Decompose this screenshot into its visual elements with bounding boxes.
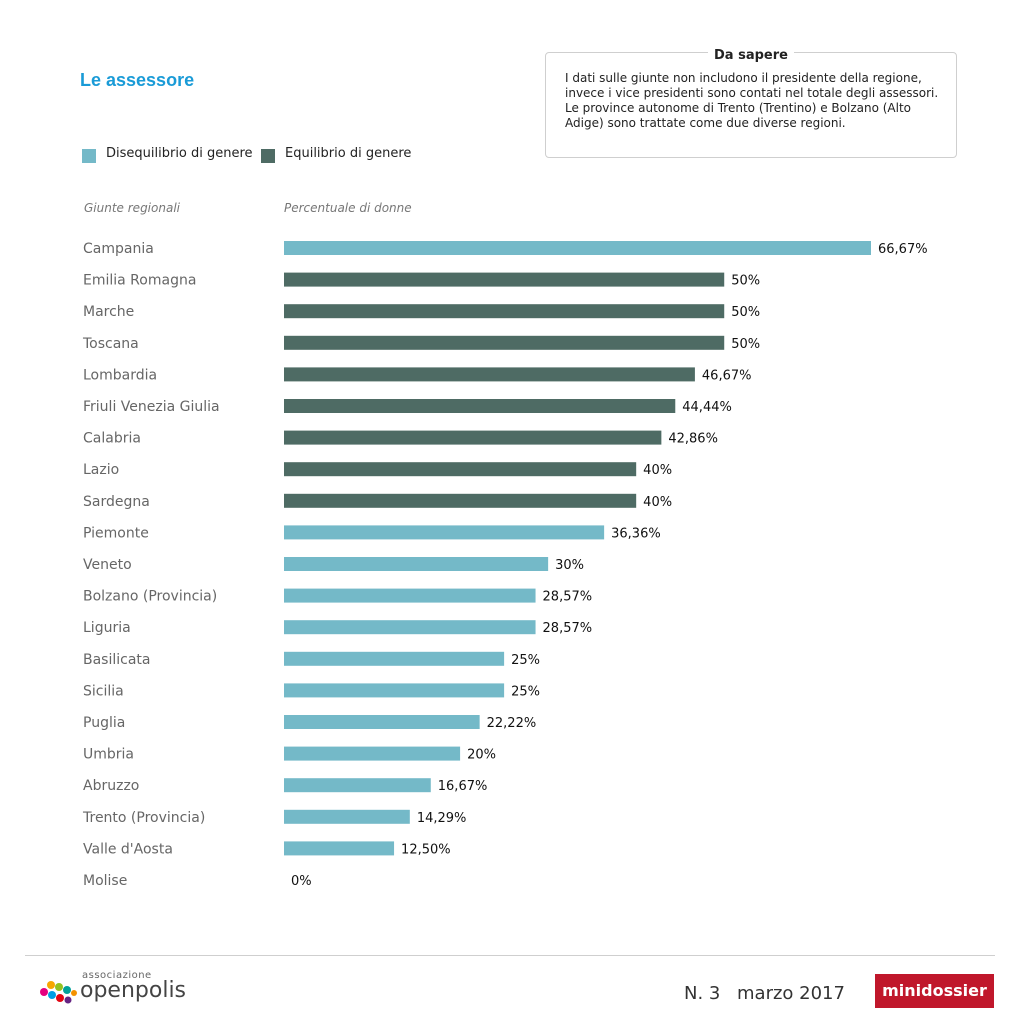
category-label: Marche [83,304,134,320]
category-label: Piemonte [83,525,149,541]
value-label: 40% [643,463,672,478]
bar [284,809,410,824]
bar [284,304,725,319]
bar [284,651,505,666]
category-label: Umbria [83,747,134,763]
category-label: Calabria [83,431,141,447]
category-header: Giunte regionali [84,201,180,215]
issue-date: marzo 2017 [737,983,845,1004]
openpolis-logo-icon [40,981,77,1004]
value-label: 22,22% [487,716,537,731]
legend-label-imbalance: Disequilibrio di genere [106,146,253,161]
legend-swatch-imbalance [82,149,96,163]
bar [284,841,395,856]
legend-swatch-balance [261,149,275,163]
category-label: Molise [83,873,127,889]
category-label: Trento (Provincia) [82,810,205,826]
info-box-title: Da sapere [708,48,794,63]
bar [284,620,536,635]
value-label: 12,50% [401,842,451,857]
info-box: Da sapere I dati sulle giunte non includ… [545,48,957,158]
value-label: 25% [511,653,540,668]
info-box-text: I dati sulle giunte non includono il pre… [565,71,939,130]
chart-title: Le assessore [80,70,195,90]
category-label: Bolzano (Provincia) [83,589,217,605]
category-label: Abruzzo [83,778,139,794]
category-label: Lombardia [83,367,157,383]
bar [284,683,505,698]
bar [284,335,725,350]
value-label: 50% [731,305,760,320]
value-label: 25% [511,684,540,699]
bar [284,588,536,603]
category-label: Friuli Venezia Giulia [83,399,220,415]
bar [284,430,662,445]
category-label: Campania [83,241,154,257]
issue-number: N. 3 [684,983,721,1004]
value-label: 30% [555,558,584,573]
value-label: 28,57% [543,590,593,605]
bar [284,462,637,477]
category-label: Lazio [83,462,119,478]
value-label: 40% [643,495,672,510]
legend-label-balance: Equilibrio di genere [285,146,412,161]
value-label: 20% [467,748,496,763]
category-label: Valle d'Aosta [83,841,173,857]
value-label: 36,36% [611,526,661,541]
value-label: 16,67% [438,779,488,794]
footer-divider [25,955,995,956]
bar [284,272,725,287]
bar [284,746,461,761]
bar [284,493,637,508]
value-label: 50% [731,337,760,352]
minidossier-badge: minidossier [875,974,994,1008]
category-label: Veneto [83,557,132,573]
value-label: 42,86% [668,432,718,447]
logo-subtitle: associazione [82,970,152,981]
value-label: 14,29% [417,811,467,826]
category-label: Sicilia [83,683,124,699]
value-header: Percentuale di donne [284,201,412,215]
bar [284,557,549,571]
category-label: Basilicata [83,652,151,668]
category-label: Emilia Romagna [83,273,196,289]
value-label: 44,44% [682,400,732,415]
bar [284,367,695,382]
logo-name: openpolis [80,978,187,1003]
category-label: Sardegna [83,494,150,510]
value-label: 50% [731,274,760,289]
category-label: Puglia [83,715,125,731]
bar [284,715,480,729]
value-label: 66,67% [878,242,928,257]
bar [284,778,431,793]
value-label: 46,67% [702,368,752,383]
category-label: Liguria [83,620,131,636]
bar [284,525,605,540]
value-label: 28,57% [543,621,593,636]
value-label: 0% [291,874,312,889]
bar [284,241,871,255]
category-label: Toscana [82,336,139,352]
bar [284,399,676,413]
